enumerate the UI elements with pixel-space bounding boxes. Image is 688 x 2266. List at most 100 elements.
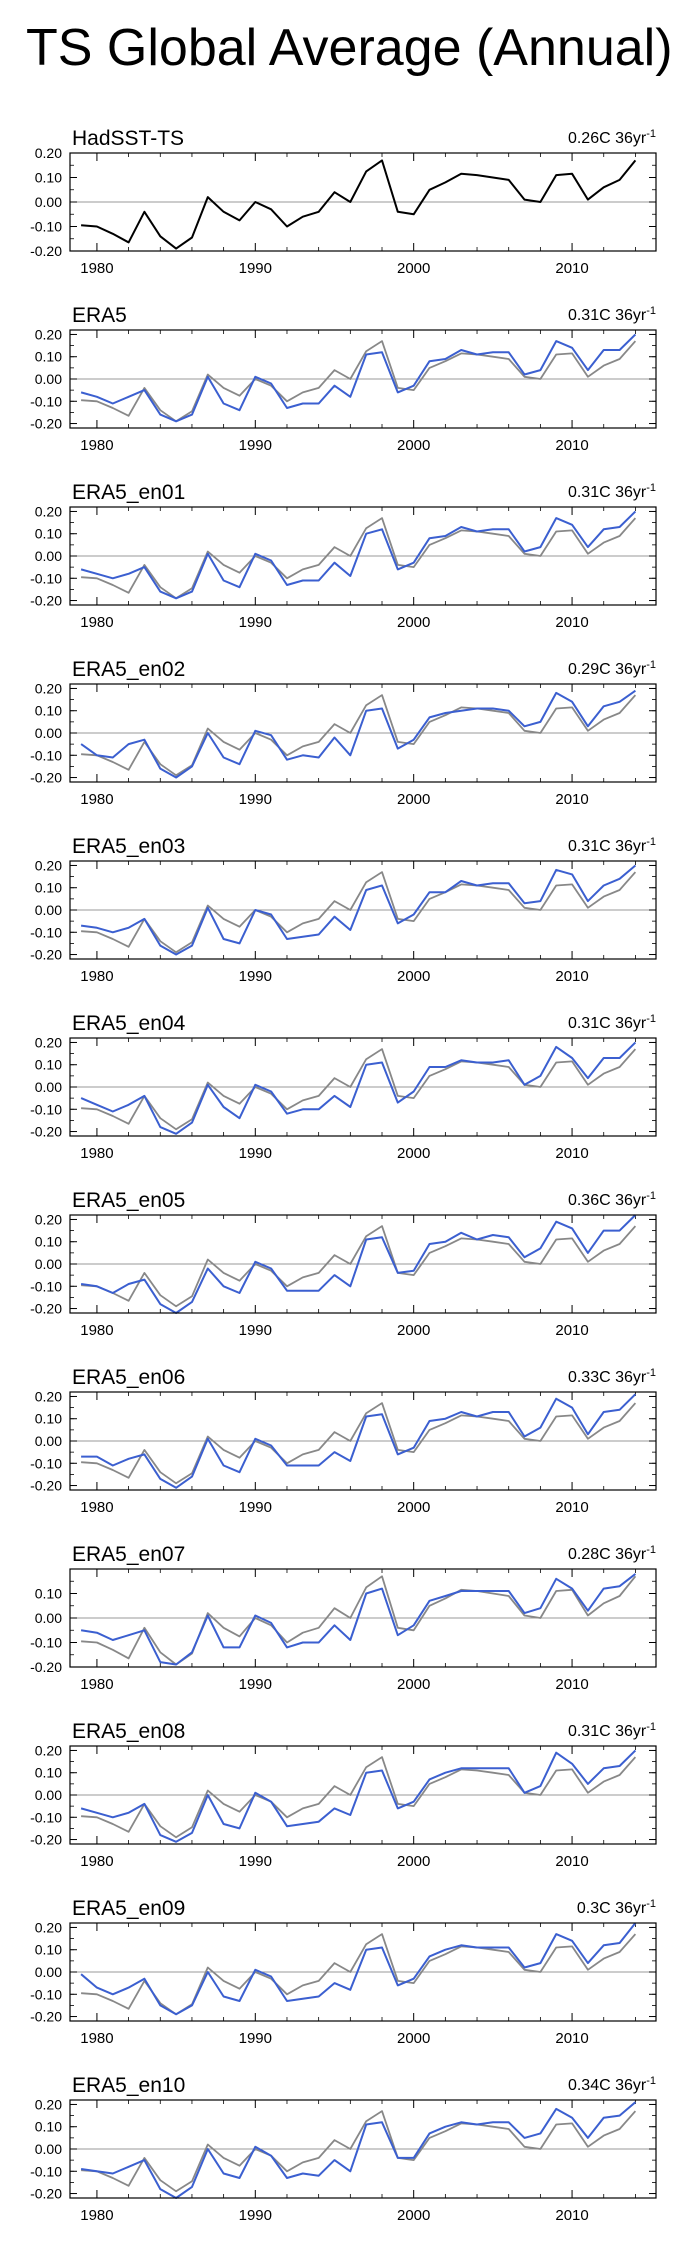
panel-8-trend-exponent: -1 (646, 1544, 656, 1556)
panel-3-frame (69, 683, 657, 783)
panel-7-ytick-label: 0.10 (35, 1411, 62, 1427)
panel-6-ytick-label: -0.10 (30, 1278, 62, 1294)
panel-1-series-hadsst-ts (81, 340, 637, 423)
panel-1-ytick-label: -0.20 (30, 416, 62, 432)
panel-9-series-era5-en08 (80, 1749, 637, 1843)
panel-5-frame (69, 1037, 657, 1137)
panel-4-series-era5-en03 (80, 864, 637, 956)
panel-8-trend: 0.28C 36yr-1 (568, 1544, 656, 1563)
panel-8-frame (69, 1568, 657, 1668)
panel-7-xtick-label: 1980 (80, 1499, 113, 1516)
panel-11-xtick-label: 2010 (555, 2207, 588, 2224)
panel-0-series-hadsst-ts (81, 159, 637, 250)
panel-2-trend: 0.31C 36yr-1 (568, 482, 656, 501)
panel-5-xtick-label: 1990 (239, 1145, 272, 1162)
panel-6-trend-exponent: -1 (646, 1190, 656, 1202)
page-title: TS Global Average (Annual) (26, 19, 673, 77)
panel-5-ytick-label: 0.20 (35, 1034, 62, 1050)
panel-1-trend-exponent: -1 (646, 305, 656, 317)
panel-0-trend: 0.26C 36yr-1 (568, 128, 656, 147)
panel-1-xtick-label: 1990 (239, 437, 272, 454)
panel-4-ytick-label: 0.00 (35, 902, 62, 918)
panel-10-trend-exponent: -1 (646, 1898, 656, 1910)
panel-10-ytick-label: -0.10 (30, 1986, 62, 2002)
panel-3-title: ERA5_en02 (72, 658, 185, 681)
panel-11-xtick-label: 2000 (397, 2207, 430, 2224)
panel-0-ytick-label: 0.10 (35, 170, 62, 186)
panel-8-xtick-label: 2000 (397, 1676, 430, 1693)
panel-8-ytick-label: -0.10 (30, 1635, 62, 1651)
panel-3-xtick-label: 2010 (555, 791, 588, 808)
panel-8-title: ERA5_en07 (72, 1543, 185, 1566)
panel-3-ytick-label: 0.10 (35, 703, 62, 719)
panel-9-title: ERA5_en08 (72, 1720, 185, 1743)
panel-0-ytick-label: 0.20 (35, 145, 62, 161)
panel-9-series-hadsst-ts (81, 1756, 637, 1839)
panel-0-frame (69, 152, 657, 252)
panel-6-xtick-label: 1980 (80, 1322, 113, 1339)
panel-4-xtick-label: 1980 (80, 968, 113, 985)
panel-1-xtick-label: 2010 (555, 437, 588, 454)
panel-5-trend-value: 0.31C 36yr (568, 1015, 647, 1032)
panel-0-ytick-label: -0.10 (30, 219, 62, 235)
panel-10-ytick-label: 0.10 (35, 1942, 62, 1958)
panel-7-ytick-label: 0.20 (35, 1388, 62, 1404)
panel-10-trend: 0.3C 36yr-1 (577, 1898, 656, 1917)
panel-4-ytick-label: 0.20 (35, 857, 62, 873)
panel-7-trend: 0.33C 36yr-1 (568, 1367, 656, 1386)
panel-3-ytick-label: 0.00 (35, 725, 62, 741)
panel-7-trend-exponent: -1 (646, 1367, 656, 1379)
panel-11-xtick-label: 1980 (80, 2207, 113, 2224)
panel-1-trend-value: 0.31C 36yr (568, 307, 647, 324)
panel-2-xtick-label: 2010 (555, 614, 588, 631)
panel-9-ytick-label: -0.10 (30, 1809, 62, 1825)
panel-1-trend: 0.31C 36yr-1 (568, 305, 656, 324)
panel-2-trend-exponent: -1 (646, 482, 656, 494)
panel-5-xtick-label: 1980 (80, 1145, 113, 1162)
panel-9-xtick-label: 1990 (239, 1853, 272, 1870)
panel-11-series-era5-en10 (80, 2101, 637, 2199)
panel-6-ytick-label: 0.20 (35, 1211, 62, 1227)
panel-7-xtick-label: 1990 (239, 1499, 272, 1516)
panel-6-trend: 0.36C 36yr-1 (568, 1190, 656, 1209)
panel-6-ytick-label: -0.20 (30, 1301, 62, 1317)
panel-9-xtick-label: 1980 (80, 1853, 113, 1870)
panel-5-title: ERA5_en04 (72, 1012, 186, 1035)
panel-8-series-era5-en07 (80, 1573, 637, 1666)
panel-1-ytick-label: 0.10 (35, 349, 62, 365)
panel-10-xtick-label: 1990 (239, 2030, 272, 2047)
panel-6-ytick-label: 0.00 (35, 1256, 62, 1272)
panel-4-xtick-label: 2010 (555, 968, 588, 985)
panel-10-xtick-label: 2010 (555, 2030, 588, 2047)
panel-0-xtick-label: 2010 (555, 260, 588, 277)
panel-10-frame (69, 1922, 657, 2022)
panel-2-series-hadsst-ts (81, 517, 637, 600)
panel-9-xtick-label: 2000 (397, 1853, 430, 1870)
panel-9-frame (69, 1745, 657, 1845)
panel-10-series-era5-en09 (80, 1922, 637, 2016)
panel-7-xtick-label: 2000 (397, 1499, 430, 1516)
panel-1-ytick-label: -0.10 (30, 393, 62, 409)
panel-6-trend-value: 0.36C 36yr (568, 1192, 647, 1209)
panel-11-trend: 0.34C 36yr-1 (568, 2075, 656, 2094)
panel-7-title: ERA5_en06 (72, 1366, 185, 1389)
panel-8-xtick-label: 1980 (80, 1676, 113, 1693)
panel-2-series-era5-en01 (80, 510, 637, 600)
panel-9-ytick-label: 0.10 (35, 1765, 62, 1781)
panel-9-trend: 0.31C 36yr-1 (568, 1721, 656, 1740)
panel-11-ytick-label: 0.00 (35, 2141, 62, 2157)
panel-3-series-hadsst-ts (81, 694, 637, 777)
panel-5-ytick-label: -0.20 (30, 1124, 62, 1140)
panel-6-frame (69, 1214, 657, 1314)
panel-6-xtick-label: 2010 (555, 1322, 588, 1339)
panel-8-xtick-label: 1990 (239, 1676, 272, 1693)
panel-2-xtick-label: 1990 (239, 614, 272, 631)
panel-10-title: ERA5_en09 (72, 1897, 185, 1920)
panel-2-ytick-label: 0.10 (35, 526, 62, 542)
panel-2-ytick-label: -0.10 (30, 570, 62, 586)
panel-9-trend-exponent: -1 (646, 1721, 656, 1733)
panel-11-title: ERA5_en10 (72, 2074, 185, 2097)
panel-5-trend: 0.31C 36yr-1 (568, 1013, 656, 1032)
panel-8-ytick-label: 0.10 (35, 1586, 62, 1602)
panel-0-xtick-label: 2000 (397, 260, 430, 277)
